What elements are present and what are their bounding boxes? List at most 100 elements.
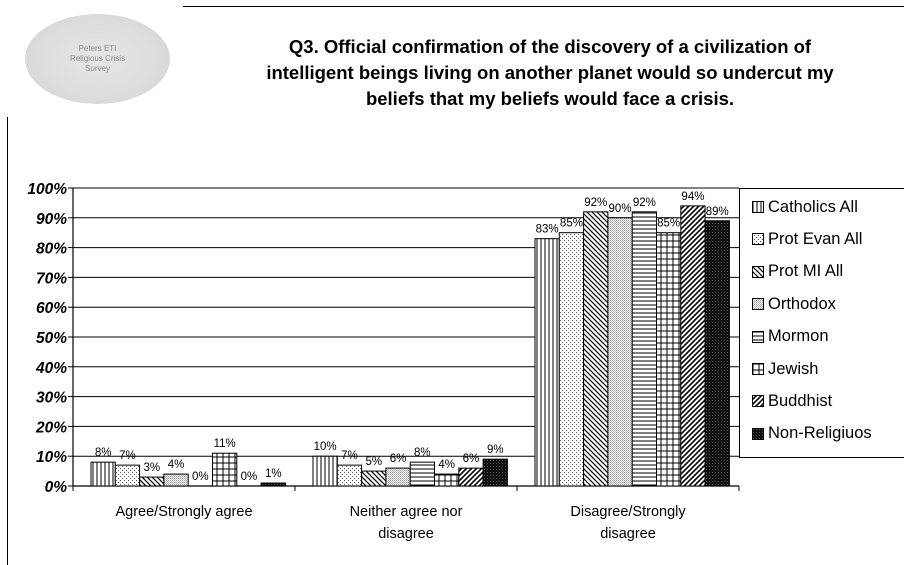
legend-item: Non-Religiuos: [752, 422, 872, 446]
bar-buddhist: [680, 205, 706, 487]
bar-prot-evan-all: [558, 232, 585, 487]
data-label: 4%: [438, 459, 455, 471]
bar-catholics-all: [312, 455, 338, 487]
data-label: 5%: [365, 456, 382, 468]
y-tick-label: 70%: [36, 270, 67, 287]
data-label: 89%: [706, 206, 729, 218]
legend-item: Orthodox: [752, 292, 836, 316]
bar-mormon: [409, 461, 436, 487]
legend-item: Catholics All: [752, 195, 858, 219]
bar-orthodox: [163, 473, 189, 487]
bars: [90, 205, 730, 487]
bar-prot-evan-all: [114, 464, 141, 487]
legend-label: Jewish: [768, 359, 819, 378]
legend-label: Catholics All: [768, 197, 858, 216]
legend-label: Prot Evan All: [768, 229, 863, 248]
y-tick-label: 60%: [36, 300, 67, 317]
data-label: 10%: [314, 441, 337, 453]
legend-swatch: [752, 201, 764, 213]
y-tick-label: 80%: [36, 241, 67, 258]
data-label: 94%: [681, 191, 704, 203]
title-line-3: beliefs that my beliefs would face a cri…: [365, 88, 735, 109]
bar-non-religiuos: [704, 220, 730, 487]
data-label: 8%: [414, 447, 431, 459]
legend-label: Mormon: [768, 327, 829, 346]
data-label: 6%: [463, 453, 480, 465]
frame-top-line: [183, 6, 904, 7]
data-label: 1%: [265, 468, 282, 480]
bar-prot-mi-all: [139, 476, 165, 487]
data-label: 4%: [168, 459, 185, 471]
data-labels: 8% 7%3% 4%0%11%0% 1%10%7% 5% 6% 8%4% 6%9%83% 85%…: [95, 191, 729, 483]
data-label: 7%: [341, 450, 358, 462]
data-label: 92%: [633, 197, 656, 209]
y-tick-label: 0%: [45, 479, 68, 496]
data-label: 11%: [214, 438, 236, 450]
legend-swatch: [752, 363, 764, 375]
legend-item: Prot Evan All: [752, 227, 862, 251]
x-category-label-line: disagree: [378, 526, 434, 542]
legend-label: Non-Religiuos: [768, 424, 872, 443]
legend-swatch: [752, 298, 764, 311]
x-category-label: Agree/Strongly agree: [115, 504, 252, 520]
bar-orthodox: [607, 217, 633, 487]
bar-jewish: [212, 452, 238, 487]
bar-orthodox: [385, 467, 411, 487]
legend-swatch: [752, 427, 764, 440]
legend-item: Buddhist: [752, 389, 832, 413]
x-category-label-line: Neither agree nor: [350, 504, 463, 520]
logo-line: Religious Crisis: [69, 54, 126, 63]
x-category-label: Disagree/Strongly disagree: [570, 504, 686, 542]
logo-line: Survey: [85, 64, 110, 73]
survey-logo: Peters ETI Religious Crisis Survey: [25, 14, 170, 104]
y-tick-label: 20%: [35, 419, 67, 436]
legend-swatch: [752, 395, 764, 408]
x-category-label-line: Agree/Strongly agree: [115, 504, 252, 520]
data-label: 6%: [390, 453, 407, 465]
data-label: 90%: [609, 203, 632, 215]
legend-swatch: [752, 330, 764, 343]
legend: Catholics All Prot Evan All Prot MI All Ort…: [739, 188, 904, 458]
bar-prot-mi-all: [583, 211, 609, 487]
legend-label: Prot MI All: [768, 262, 844, 281]
data-label: 0%: [241, 471, 258, 483]
x-category-label: Neither agree nor disagree: [350, 504, 463, 542]
x-category-label-line: Disagree/Strongly: [570, 504, 686, 520]
y-tick-label: 10%: [36, 449, 67, 466]
bar-prot-mi-all: [361, 470, 387, 487]
bar-buddhist: [458, 467, 484, 487]
data-label: 85%: [560, 218, 583, 230]
bar-prot-evan-all: [336, 464, 363, 487]
bar-jewish: [656, 232, 682, 487]
chart-title: Q3. Official confirmation of the discove…: [190, 34, 904, 112]
bar-non-religiuos: [482, 458, 508, 487]
data-label: 7%: [119, 450, 136, 462]
logo-line: Peters ETI: [78, 44, 117, 53]
legend-label: Orthodox: [768, 294, 836, 313]
y-tick-label: 90%: [36, 211, 67, 228]
data-label: 8%: [95, 447, 112, 459]
y-tick-label: 100%: [27, 181, 67, 198]
y-tick-label: 30%: [36, 390, 67, 407]
data-label: 0%: [192, 471, 209, 483]
bar-mormon: [631, 211, 658, 487]
logo-text: Peters ETI Religious Crisis Survey: [53, 44, 143, 74]
legend-item: Prot MI All: [752, 260, 843, 284]
x-category-label-line: disagree: [600, 526, 656, 542]
title-line-1: Q3. Official confirmation of the discove…: [288, 36, 812, 57]
bar-jewish: [434, 473, 460, 487]
y-tick-label: 40%: [35, 360, 67, 377]
legend-swatch: [752, 233, 764, 246]
data-label: 83%: [536, 224, 559, 236]
frame-left-line: [7, 117, 8, 565]
bar-catholics-all: [534, 238, 560, 487]
bar-catholics-all: [90, 461, 116, 487]
legend-item: Jewish: [752, 357, 818, 381]
bar-non-religiuos: [260, 482, 286, 487]
legend-swatch: [752, 265, 764, 278]
title-line-2: intelligent beings living on another pla…: [266, 62, 834, 83]
legend-label: Buddhist: [768, 391, 833, 410]
data-label: 92%: [584, 197, 607, 209]
data-label: 85%: [657, 218, 680, 230]
